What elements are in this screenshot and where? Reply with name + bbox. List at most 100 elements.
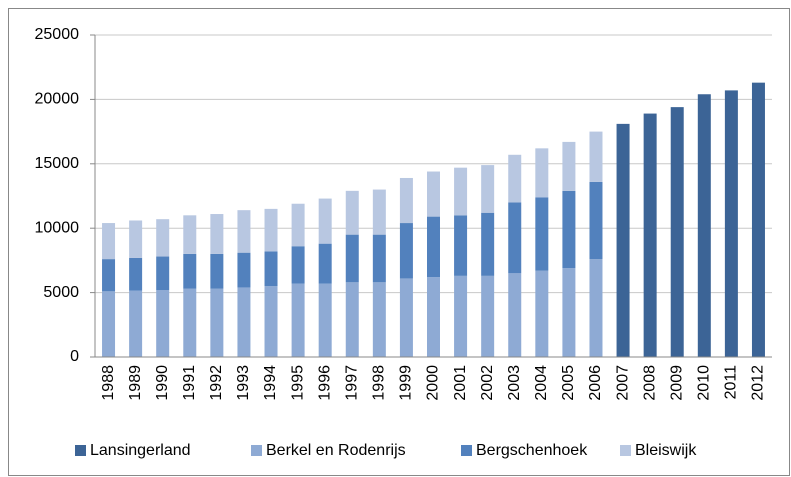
bar-segment (643, 113, 657, 358)
bar-segment (102, 223, 116, 260)
bar-segment (535, 148, 549, 198)
bar-segment (318, 283, 332, 357)
bar-segment (237, 210, 251, 253)
bar-segment (508, 154, 522, 203)
bar-segment (481, 212, 495, 276)
bar-segment (291, 203, 305, 247)
bar-segment (589, 259, 603, 357)
bar-segment (427, 277, 440, 357)
bar-segment (129, 220, 143, 258)
y-tick-label: 20000 (35, 91, 80, 108)
bar-segment (345, 282, 359, 357)
bar-segment (372, 234, 386, 283)
bar-segment (237, 252, 251, 288)
x-tick-label: 2009 (668, 365, 685, 401)
legend-label: Lansingerland (90, 442, 191, 459)
x-tick-label: 1998 (371, 365, 388, 401)
x-tick-label: 1996 (316, 365, 333, 401)
x-tick-label: 1995 (289, 365, 306, 401)
bar-segment (129, 290, 143, 357)
x-tick-label: 1992 (208, 365, 225, 401)
bar-segment (264, 286, 278, 357)
bar-segment (102, 259, 116, 292)
y-tick-label: 10000 (35, 219, 80, 236)
bar-segment (210, 253, 224, 289)
bar-segment (589, 181, 603, 260)
bar-segment (264, 208, 278, 252)
bar-segment (183, 215, 197, 254)
x-tick-label: 1988 (100, 365, 117, 401)
x-tick-label: 2012 (750, 365, 767, 401)
x-tick-label: 2002 (479, 365, 496, 401)
x-tick-label: 2004 (533, 365, 550, 401)
bar-segment (670, 107, 684, 358)
x-tick-label: 2007 (614, 365, 631, 401)
bar-segment (345, 190, 359, 235)
bar-segment (562, 141, 576, 191)
y-tick-label: 0 (70, 348, 79, 365)
x-tick-label: 1989 (127, 365, 144, 401)
bar-segment (535, 270, 549, 357)
x-tick-label: 1990 (154, 365, 171, 401)
bar-segment (399, 177, 413, 224)
legend-swatch (620, 445, 631, 456)
bar-segment (183, 288, 197, 357)
legend-swatch (461, 445, 472, 456)
bar-segment (562, 268, 576, 357)
bar-segment (129, 257, 143, 291)
bar-segment (156, 256, 170, 291)
bar-segment (399, 278, 413, 357)
x-tick-label: 2006 (587, 365, 604, 401)
x-tick-label: 1994 (262, 365, 279, 401)
x-tick-label: 2000 (425, 365, 442, 401)
legend-swatch (75, 445, 86, 456)
bar-segment (210, 214, 224, 254)
bar-segment (345, 234, 359, 283)
legend-label: Bergschenhoek (476, 442, 588, 459)
bar-segment (724, 90, 738, 357)
x-tick-label: 1991 (181, 365, 198, 401)
bar-segment (751, 82, 765, 357)
bar-segment (454, 215, 468, 276)
bar-segment (102, 291, 116, 357)
bar-segment (399, 223, 413, 279)
bar-segment (454, 167, 468, 216)
bar-segment (697, 94, 711, 358)
bar-segment (427, 171, 440, 217)
bar-segment (210, 288, 224, 357)
bar-segment (291, 246, 305, 284)
x-tick-label: 1999 (398, 365, 415, 401)
bar-segment (427, 216, 440, 278)
x-tick-label: 1993 (235, 365, 252, 401)
x-tick-label: 2010 (696, 365, 713, 401)
bar-segment (508, 202, 522, 274)
y-tick-label: 15000 (35, 155, 80, 172)
bar-segment (318, 198, 332, 244)
bar-segment (318, 243, 332, 284)
x-tick-label: 2011 (723, 365, 740, 400)
bar-segment (156, 290, 170, 357)
bar-segment (589, 131, 603, 182)
bar-segment (535, 197, 549, 271)
bar-segment (562, 190, 576, 269)
x-tick-label: 2008 (641, 365, 658, 401)
bar-segment (481, 275, 495, 357)
x-tick-label: 2001 (452, 365, 469, 401)
bar-segment (454, 275, 468, 357)
bar-segment (156, 219, 170, 257)
bar-segment (372, 282, 386, 357)
bar-segment (183, 253, 197, 289)
bar-segment (372, 189, 386, 235)
bar-segment (616, 123, 630, 357)
y-tick-label: 25000 (35, 26, 80, 43)
legend-swatch (251, 445, 262, 456)
x-tick-label: 1997 (343, 365, 360, 401)
legend-label: Bleiswijk (635, 442, 697, 459)
bar-segment (291, 283, 305, 357)
x-tick-label: 2003 (506, 365, 523, 401)
x-tick-label: 2005 (560, 365, 577, 401)
bar-segment (508, 273, 522, 357)
bar-segment (481, 165, 495, 213)
legend-label: Berkel en Rodenrijs (266, 442, 406, 459)
